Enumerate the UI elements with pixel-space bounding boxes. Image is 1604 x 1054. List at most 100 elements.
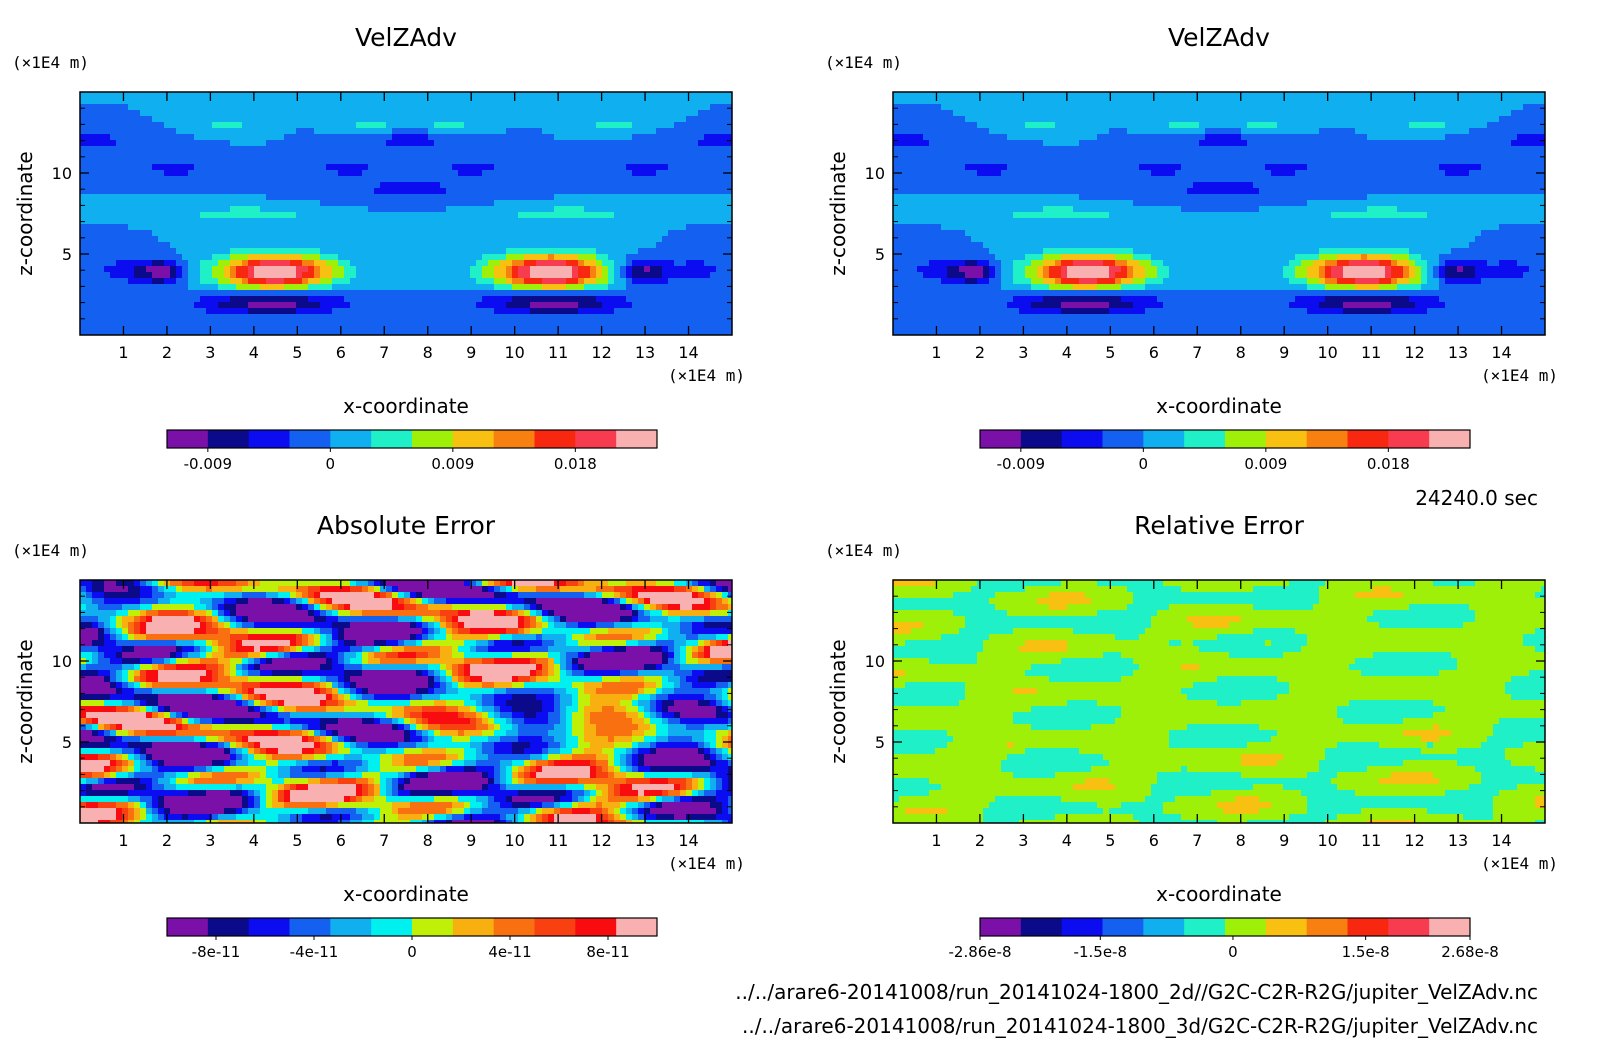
field-cell xyxy=(362,290,368,296)
field-cell xyxy=(662,320,668,326)
field-cell xyxy=(374,302,380,308)
field-cell xyxy=(584,104,590,110)
field-cell xyxy=(458,230,464,236)
field-cell xyxy=(668,308,674,314)
field-cell xyxy=(488,260,494,266)
field-cell xyxy=(608,218,614,224)
field-cell xyxy=(404,224,410,230)
field-cell xyxy=(512,254,518,260)
field-cell xyxy=(1163,92,1169,98)
field-cell xyxy=(188,176,194,182)
field-cell xyxy=(578,200,584,206)
field-cell xyxy=(722,134,728,140)
field-cell xyxy=(470,272,476,278)
field-cell xyxy=(500,248,506,254)
field-cell xyxy=(122,152,128,158)
field-cell xyxy=(320,182,326,188)
field-cell xyxy=(506,146,512,152)
field-cell xyxy=(344,290,350,296)
field-cell xyxy=(1325,110,1331,116)
field-cell xyxy=(422,110,428,116)
field-cell xyxy=(620,284,626,290)
field-cell xyxy=(104,236,110,242)
field-cell xyxy=(194,110,200,116)
field-cell xyxy=(104,98,110,104)
field-cell xyxy=(266,122,272,128)
field-cell xyxy=(512,272,518,278)
field-cell xyxy=(596,140,602,146)
field-cell xyxy=(356,278,362,284)
field-cell xyxy=(362,314,368,320)
field-cell xyxy=(440,248,446,254)
field-cell xyxy=(662,152,668,158)
field-cell xyxy=(344,254,350,260)
field-cell xyxy=(476,284,482,290)
field-cell xyxy=(608,320,614,326)
field-cell xyxy=(1019,104,1025,110)
field-cell xyxy=(644,116,650,122)
field-cell xyxy=(608,158,614,164)
field-cell xyxy=(362,254,368,260)
field-cell xyxy=(140,230,146,236)
field-cell xyxy=(512,296,518,302)
field-cell xyxy=(98,188,104,194)
field-cell xyxy=(290,230,296,236)
field-cell xyxy=(668,200,674,206)
field-cell xyxy=(656,152,662,158)
field-cell xyxy=(182,296,188,302)
field-cell xyxy=(704,146,710,152)
field-cell xyxy=(929,92,935,98)
field-cell xyxy=(296,326,302,332)
y-unit-label: (×1E4 m) xyxy=(12,53,89,72)
field-cell xyxy=(416,266,422,272)
field-cell xyxy=(602,260,608,266)
field-cell xyxy=(554,128,560,134)
field-cell xyxy=(1169,92,1175,98)
field-cell xyxy=(692,326,698,332)
field-cell xyxy=(674,188,680,194)
field-cell xyxy=(86,284,92,290)
field-cell xyxy=(686,200,692,206)
field-cell xyxy=(440,200,446,206)
field-cell xyxy=(260,254,266,260)
field-cell xyxy=(152,272,158,278)
field-cell xyxy=(1145,110,1151,116)
field-cell xyxy=(434,320,440,326)
field-cell xyxy=(236,308,242,314)
field-cell xyxy=(668,104,674,110)
field-cell xyxy=(656,320,662,326)
field-cell xyxy=(236,230,242,236)
field-cell xyxy=(572,230,578,236)
field-cell xyxy=(236,302,242,308)
field-cell xyxy=(380,224,386,230)
field-cell xyxy=(392,92,398,98)
field-cell xyxy=(1295,92,1301,98)
field-cell xyxy=(1085,104,1091,110)
field-cell xyxy=(596,128,602,134)
field-cell xyxy=(206,290,212,296)
field-cell xyxy=(410,200,416,206)
field-cell xyxy=(578,278,584,284)
field-cell xyxy=(122,170,128,176)
field-cell xyxy=(506,308,512,314)
field-cell xyxy=(416,314,422,320)
field-cell xyxy=(692,278,698,284)
field-cell xyxy=(536,104,542,110)
field-cell xyxy=(692,122,698,128)
field-cell xyxy=(266,296,272,302)
field-cell xyxy=(338,302,344,308)
field-cell xyxy=(224,110,230,116)
field-cell xyxy=(596,182,602,188)
field-cell xyxy=(92,290,98,296)
field-cell xyxy=(158,236,164,242)
field-cell xyxy=(494,92,500,98)
field-cell xyxy=(602,224,608,230)
field-cell xyxy=(206,218,212,224)
field-cell xyxy=(188,278,194,284)
field-cell xyxy=(188,218,194,224)
field-cell xyxy=(386,308,392,314)
field-cell xyxy=(164,260,170,266)
field-cell xyxy=(116,194,122,200)
field-cell xyxy=(134,128,140,134)
field-cell xyxy=(554,92,560,98)
